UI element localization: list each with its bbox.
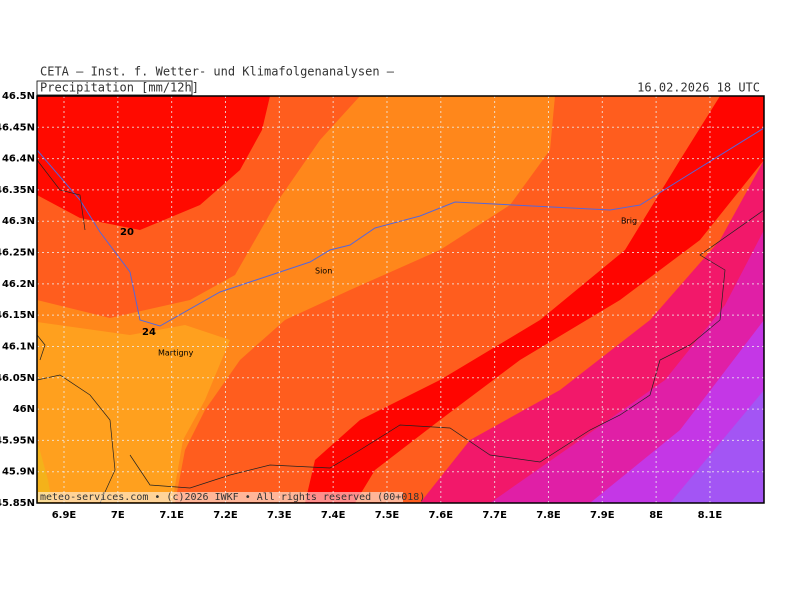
longitude-label: 7.1E	[159, 510, 184, 521]
latitude-label: 45.9N	[2, 467, 35, 478]
latitude-label: 46.25N	[0, 248, 35, 259]
longitude-label: 7.3E	[267, 510, 292, 521]
longitude-label: 8E	[649, 510, 663, 521]
longitude-label: 7.2E	[213, 510, 238, 521]
longitude-label: 7.6E	[429, 510, 454, 521]
latitude-label: 46.45N	[0, 122, 35, 133]
longitude-label: 7E	[111, 510, 125, 521]
latitude-label: 46.4N	[2, 154, 35, 165]
footer: meteo-services.com • (c)2026 IWKF • All …	[40, 492, 425, 503]
latitude-label: 46.1N	[2, 341, 35, 352]
longitude-label: 7.9E	[590, 510, 615, 521]
valid-time: 16.02.2026 18 UTC	[637, 81, 760, 95]
place-label: Sion	[315, 267, 332, 276]
variable-box	[36, 80, 193, 96]
latitude-label: 46.05N	[0, 373, 35, 384]
longitude-label: 7.5E	[375, 510, 400, 521]
longitude-label: 6.9E	[52, 510, 77, 521]
latitude-label: 46.5N	[2, 91, 35, 102]
longitude-label: 7.8E	[536, 510, 561, 521]
latitude-label: 46.2N	[2, 279, 35, 290]
longitude-label: 7.7E	[482, 510, 507, 521]
contour-label: 20	[120, 227, 134, 238]
latitude-label: 45.85N	[0, 498, 35, 509]
latitude-label: 46.3N	[2, 216, 35, 227]
contour-label: 24	[142, 327, 156, 338]
longitude-label: 7.4E	[321, 510, 346, 521]
latitude-label: 45.95N	[0, 435, 35, 446]
graticule	[37, 96, 764, 503]
longitude-label: 8.1E	[698, 510, 723, 521]
frame	[36, 95, 765, 504]
place-label: Martigny	[158, 349, 194, 358]
latitude-label: 46N	[13, 404, 35, 415]
place-label: Brig	[621, 217, 637, 226]
latitude-label: 46.15N	[0, 310, 35, 321]
precipitation-field	[37, 96, 764, 503]
variable: Precipitation [mm/12h]	[40, 81, 199, 95]
latitude-label: 46.35N	[0, 185, 35, 196]
footer-box	[38, 492, 403, 502]
institute: CETA — Inst. f. Wetter- und Klimafolgena…	[40, 65, 395, 79]
